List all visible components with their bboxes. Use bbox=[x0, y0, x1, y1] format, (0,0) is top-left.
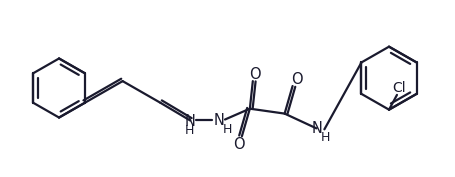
Text: O: O bbox=[290, 72, 302, 87]
Text: O: O bbox=[248, 67, 260, 82]
Text: H: H bbox=[222, 123, 231, 136]
Text: N: N bbox=[184, 114, 195, 129]
Text: N: N bbox=[213, 113, 224, 128]
Text: H: H bbox=[320, 131, 329, 144]
Text: O: O bbox=[233, 137, 244, 152]
Text: N: N bbox=[311, 121, 322, 136]
Text: Cl: Cl bbox=[391, 81, 405, 95]
Text: H: H bbox=[184, 124, 193, 137]
